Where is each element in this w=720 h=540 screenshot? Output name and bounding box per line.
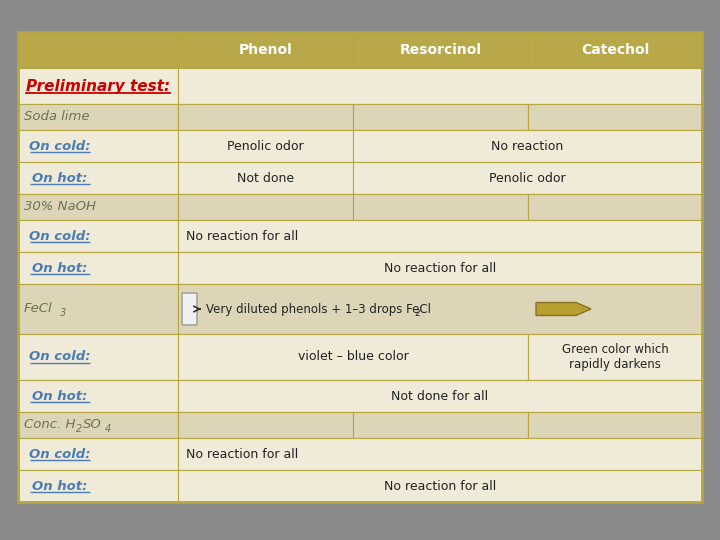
Bar: [18, 412, 178, 438]
Bar: [18, 130, 178, 162]
Text: Resorcinol: Resorcinol: [400, 43, 482, 57]
Bar: [178, 68, 702, 104]
Bar: [353, 104, 528, 130]
Text: 3: 3: [60, 308, 66, 318]
Bar: [178, 252, 702, 284]
Text: Green color which
rapidly darkens: Green color which rapidly darkens: [562, 343, 668, 371]
Text: On hot:: On hot:: [32, 261, 88, 274]
Text: Very diluted phenols + 1–3 drops FeCl: Very diluted phenols + 1–3 drops FeCl: [206, 302, 431, 315]
Bar: [18, 32, 702, 502]
Bar: [18, 194, 178, 220]
Bar: [353, 412, 528, 438]
Text: Phenol: Phenol: [238, 43, 292, 57]
Bar: [528, 194, 702, 220]
Text: On cold:: On cold:: [30, 139, 91, 152]
Bar: [353, 130, 702, 162]
Text: Not done: Not done: [237, 172, 294, 185]
Bar: [18, 162, 178, 194]
Bar: [178, 130, 353, 162]
Text: FeCl: FeCl: [24, 302, 53, 315]
Text: Soda lime: Soda lime: [24, 111, 89, 124]
FancyBboxPatch shape: [182, 293, 197, 325]
Text: No reaction for all: No reaction for all: [384, 480, 496, 492]
Bar: [18, 380, 178, 412]
Bar: [528, 412, 702, 438]
Text: On cold:: On cold:: [30, 448, 91, 461]
Text: 2: 2: [414, 308, 420, 318]
Text: On hot:: On hot:: [32, 480, 88, 492]
Bar: [528, 104, 702, 130]
Bar: [178, 380, 702, 412]
Bar: [178, 32, 353, 68]
Text: No reaction for all: No reaction for all: [384, 261, 496, 274]
Text: Not done for all: Not done for all: [392, 389, 489, 402]
Bar: [353, 194, 528, 220]
Text: Penolic odor: Penolic odor: [228, 139, 304, 152]
Bar: [178, 194, 353, 220]
Text: SO: SO: [83, 418, 102, 431]
Bar: [178, 334, 528, 380]
Bar: [178, 412, 353, 438]
Text: Catechol: Catechol: [581, 43, 649, 57]
Bar: [18, 104, 178, 130]
Text: No reaction: No reaction: [491, 139, 564, 152]
Bar: [178, 438, 702, 470]
Bar: [178, 284, 702, 334]
Text: Preliminary test:: Preliminary test:: [26, 78, 170, 93]
Text: On cold:: On cold:: [30, 350, 91, 363]
FancyArrow shape: [536, 302, 591, 315]
Text: Conc. H: Conc. H: [24, 418, 76, 431]
Text: No reaction for all: No reaction for all: [186, 230, 298, 242]
Bar: [18, 252, 178, 284]
Text: On hot:: On hot:: [32, 389, 88, 402]
Bar: [353, 32, 528, 68]
Bar: [178, 220, 702, 252]
Text: Penolic odor: Penolic odor: [489, 172, 566, 185]
Text: 30% NaOH: 30% NaOH: [24, 200, 96, 213]
Text: 2: 2: [76, 424, 82, 434]
Bar: [528, 334, 702, 380]
Text: On cold:: On cold:: [30, 230, 91, 242]
Bar: [178, 470, 702, 502]
Bar: [178, 104, 353, 130]
Bar: [18, 68, 178, 104]
Bar: [528, 32, 702, 68]
Bar: [18, 284, 178, 334]
Bar: [18, 470, 178, 502]
Text: On hot:: On hot:: [32, 172, 88, 185]
Bar: [353, 162, 702, 194]
Text: No reaction for all: No reaction for all: [186, 448, 298, 461]
Text: violet – blue color: violet – blue color: [297, 350, 408, 363]
Bar: [178, 162, 353, 194]
Bar: [18, 32, 178, 68]
Bar: [18, 334, 178, 380]
Bar: [18, 438, 178, 470]
Bar: [18, 220, 178, 252]
Text: 4: 4: [105, 424, 112, 434]
